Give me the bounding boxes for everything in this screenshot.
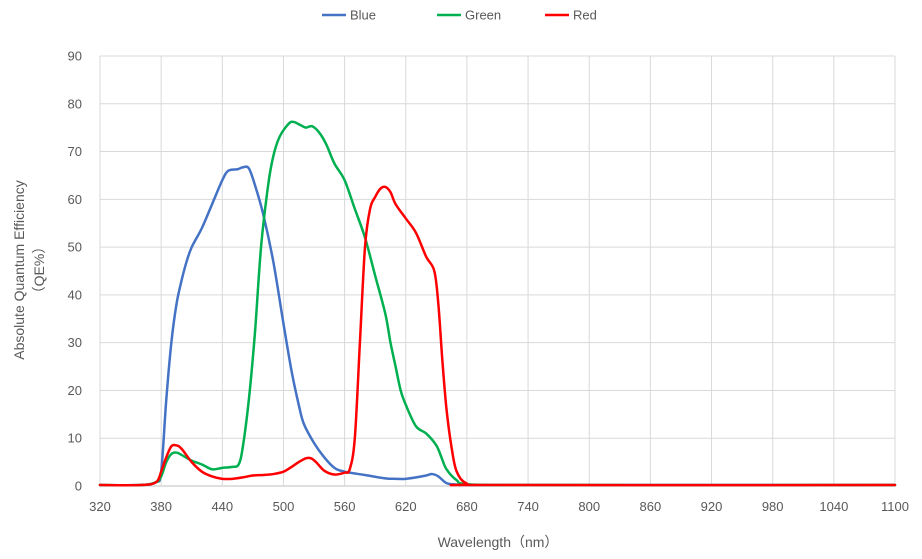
y-tick-label: 90 xyxy=(68,49,82,64)
x-tick-label: 680 xyxy=(456,499,478,514)
x-tick-label: 320 xyxy=(89,499,111,514)
x-tick-label: 440 xyxy=(211,499,233,514)
y-axis-title-group: Absolute Quantum Efficiency （QE%） xyxy=(11,180,47,360)
series-line-blue xyxy=(98,165,897,487)
legend: Blue Green Red xyxy=(322,8,597,23)
y-tick-label: 20 xyxy=(68,383,82,398)
x-tick-label: 800 xyxy=(578,499,600,514)
y-tick-label: 40 xyxy=(68,287,82,302)
y-tick-label: 50 xyxy=(68,240,82,255)
legend-label-red: Red xyxy=(573,8,597,23)
x-tick-label: 380 xyxy=(150,499,172,514)
y-axis-title-line-1: Absolute Quantum Efficiency xyxy=(11,180,27,360)
series-lines xyxy=(98,120,897,487)
x-tick-label: 860 xyxy=(640,499,662,514)
series-line-green xyxy=(98,120,897,487)
x-tick-label: 560 xyxy=(334,499,356,514)
x-tick-label: 1040 xyxy=(819,499,848,514)
legend-label-blue: Blue xyxy=(350,8,376,23)
y-tick-label: 10 xyxy=(68,431,82,446)
x-tick-label: 620 xyxy=(395,499,417,514)
y-axis-title-line-2: （QE%） xyxy=(31,240,47,301)
y-tick-label: 60 xyxy=(68,192,82,207)
series-line-red xyxy=(98,185,897,487)
y-tick-label: 0 xyxy=(75,479,82,494)
x-tick-label: 1100 xyxy=(881,499,909,514)
y-tick-label: 70 xyxy=(68,144,82,159)
y-tick-label: 30 xyxy=(68,335,82,350)
x-tick-label: 740 xyxy=(517,499,539,514)
x-tick-label: 920 xyxy=(701,499,723,514)
x-axis-ticks: 320 380 440 500 560 620 680 740 800 860 920 980 1040… xyxy=(89,499,909,514)
y-axis-ticks: 0 10 20 30 40 50 60 70 80 90 xyxy=(68,49,82,494)
x-tick-label: 500 xyxy=(273,499,295,514)
y-tick-label: 80 xyxy=(68,96,82,111)
grid-lines xyxy=(99,55,896,487)
x-axis-title: Wavelength（nm） xyxy=(438,534,559,550)
x-tick-label: 980 xyxy=(762,499,784,514)
legend-label-green: Green xyxy=(465,8,501,23)
